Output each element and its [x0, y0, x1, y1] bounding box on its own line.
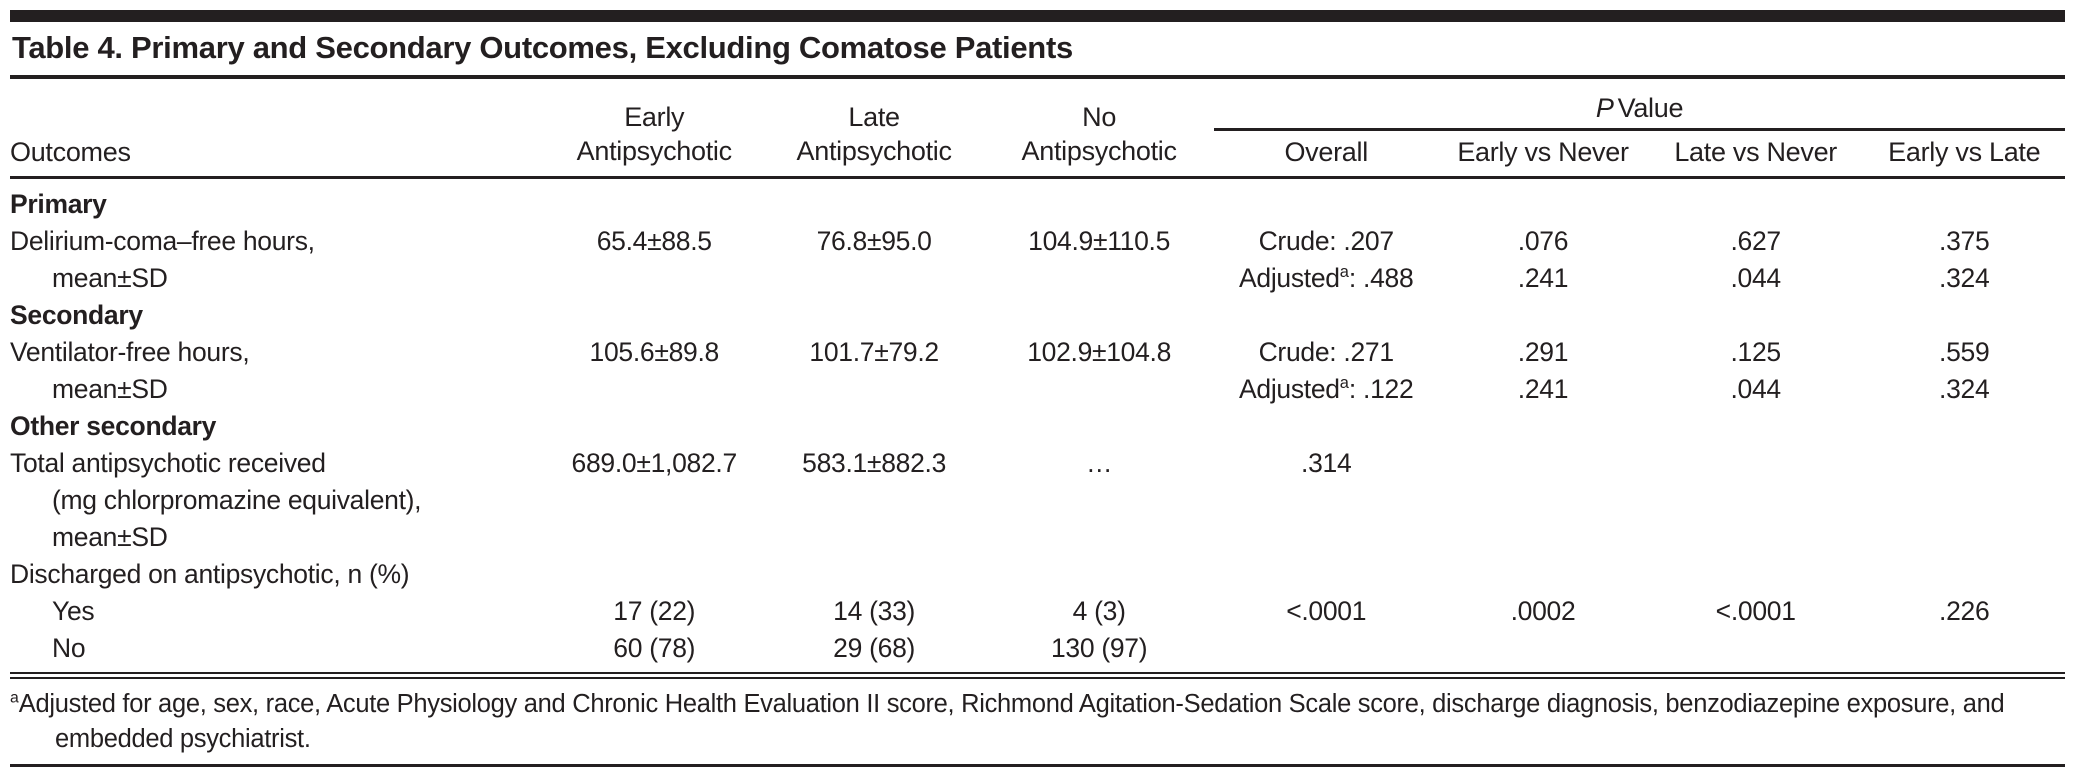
col-header-outcomes: Outcomes — [10, 137, 131, 167]
cell-early-vs-late: .226 — [1939, 596, 1990, 626]
footnote: aAdjusted for age, sex, race, Acute Phys… — [10, 679, 2065, 764]
table-row: No 60 (78) 29 (68) 130 (97) — [10, 630, 2065, 667]
row-label: Yes — [52, 596, 95, 626]
cell-early-vs-never: .241 — [1517, 263, 1569, 293]
table-bottom-rule — [10, 764, 2065, 767]
cell-late-vs-never: <.0001 — [1715, 596, 1796, 626]
cell-late: 29 (68) — [833, 633, 916, 663]
title-rule — [10, 75, 2065, 79]
cell-early-vs-late: .375 — [1939, 226, 1990, 256]
col-header-overall: Overall — [1284, 137, 1368, 167]
row-label: Primary — [10, 189, 107, 219]
cell-early: 105.6±89.8 — [589, 337, 720, 367]
header-rule — [10, 176, 2065, 179]
cell-no: … — [1086, 448, 1113, 478]
cell-early: 65.4±88.5 — [596, 226, 712, 256]
col-header-line: Antipsychotic — [1021, 136, 1177, 166]
table-row: Total antipsychotic received 689.0±1,082… — [10, 445, 2065, 482]
table-row: Discharged on antipsychotic, n (%) — [10, 556, 2065, 593]
cell-early: 689.0±1,082.7 — [571, 448, 738, 478]
table-top-rule — [10, 10, 2065, 22]
cell-overall: Crude: .207 — [1258, 226, 1394, 256]
cell-late: 14 (33) — [833, 596, 916, 626]
col-header-early-vs-never: Early vs Never — [1457, 137, 1629, 167]
row-label: mean±SD — [52, 522, 168, 552]
adjusted-text: Adjusted — [1239, 374, 1340, 404]
cell-early: 17 (22) — [613, 596, 696, 626]
row-label: No — [52, 633, 86, 663]
cell-early-vs-never: .291 — [1517, 337, 1569, 367]
col-header-late-antipsychotic: Late Antipsychotic — [764, 100, 984, 176]
col-header-line: No — [1082, 102, 1117, 132]
cell-early-vs-late: .324 — [1939, 374, 1990, 404]
cell-no: 4 (3) — [1072, 596, 1126, 626]
table-row: Secondary — [10, 297, 2065, 334]
row-label: mean±SD — [52, 263, 168, 293]
table-row: Primary — [10, 186, 2065, 223]
table-row: Ventilator-free hours, 105.6±89.8 101.7±… — [10, 334, 2065, 371]
p-value-rest: Value — [1617, 93, 1684, 123]
col-header-line: Antipsychotic — [576, 136, 732, 166]
footnote-marker: a — [10, 689, 19, 707]
row-label: Total antipsychotic received — [10, 448, 326, 478]
cell-overall: .314 — [1301, 448, 1352, 478]
cell-late: 76.8±95.0 — [816, 226, 932, 256]
table-row: mean±SD Adjusteda: .488 .241 .044 .324 — [10, 260, 2065, 297]
row-label: (mg chlorpromazine equivalent), — [52, 485, 422, 515]
table-row: mean±SD — [10, 519, 2065, 556]
footnote-divider-rule — [10, 672, 2065, 679]
row-label: Other secondary — [10, 411, 217, 441]
table-row: Delirium-coma–free hours, 65.4±88.5 76.8… — [10, 223, 2065, 260]
table-body: Primary Delirium-coma–free hours, 65.4±8… — [10, 179, 2065, 667]
cell-early-vs-never: .076 — [1517, 226, 1569, 256]
table-header: Outcomes Early Antipsychotic Late Antips… — [10, 79, 2065, 176]
cell-late: 101.7±79.2 — [809, 337, 939, 367]
table-row: Other secondary — [10, 408, 2065, 445]
table-row: mean±SD Adjusteda: .122 .241 .044 .324 — [10, 371, 2065, 408]
cell-late-vs-never: .044 — [1730, 374, 1781, 404]
table-title: Table 4. Primary and Secondary Outcomes,… — [12, 30, 1073, 65]
cell-late-vs-never: .125 — [1730, 337, 1781, 367]
cell-no: 130 (97) — [1050, 633, 1148, 663]
cell-late: 583.1±882.3 — [802, 448, 947, 478]
cell-overall: Adjusteda: .488 — [1214, 260, 1438, 297]
adjusted-value: : .488 — [1348, 263, 1414, 293]
row-label: Secondary — [10, 300, 143, 330]
row-label: Ventilator-free hours, — [10, 337, 250, 367]
table-row: Yes 17 (22) 14 (33) 4 (3) <.0001 .0002 <… — [10, 593, 2065, 630]
cell-early-vs-late: .559 — [1939, 337, 1990, 367]
col-header-early-antipsychotic: Early Antipsychotic — [544, 100, 764, 176]
cell-early-vs-never: .241 — [1517, 374, 1569, 404]
row-label: mean±SD — [52, 374, 168, 404]
col-header-line: Late — [848, 102, 900, 132]
row-label: Discharged on antipsychotic, n (%) — [10, 559, 410, 589]
col-header-early-vs-late: Early vs Late — [1888, 137, 2041, 167]
adjusted-text: Adjusted — [1239, 263, 1340, 293]
cell-overall: <.0001 — [1286, 596, 1367, 626]
cell-overall: Crude: .271 — [1258, 337, 1394, 367]
col-header-line: Antipsychotic — [796, 136, 952, 166]
col-header-late-vs-never: Late vs Never — [1674, 137, 1838, 167]
adjusted-value: : .122 — [1348, 374, 1414, 404]
cell-late-vs-never: .044 — [1730, 263, 1781, 293]
cell-early-vs-never: .0002 — [1510, 596, 1576, 626]
cell-no: 104.9±110.5 — [1028, 226, 1171, 256]
cell-overall: Adjusteda: .122 — [1214, 371, 1438, 408]
cell-early-vs-late: .324 — [1939, 263, 1990, 293]
row-label: Delirium-coma–free hours, — [10, 226, 315, 256]
col-header-line: Early — [624, 102, 685, 132]
col-header-p-value: P Value — [1214, 92, 2065, 131]
col-header-no-antipsychotic: No Antipsychotic — [984, 100, 1214, 176]
footnote-marker: a — [1339, 263, 1349, 282]
cell-late-vs-never: .627 — [1730, 226, 1781, 256]
table-row: (mg chlorpromazine equivalent), — [10, 482, 2065, 519]
cell-no: 102.9±104.8 — [1027, 337, 1172, 367]
footnote-text: Adjusted for age, sex, race, Acute Physi… — [18, 690, 2005, 753]
footnote-marker: a — [1339, 374, 1349, 393]
cell-early: 60 (78) — [613, 633, 696, 663]
p-value-italic-p: P — [1595, 93, 1614, 123]
